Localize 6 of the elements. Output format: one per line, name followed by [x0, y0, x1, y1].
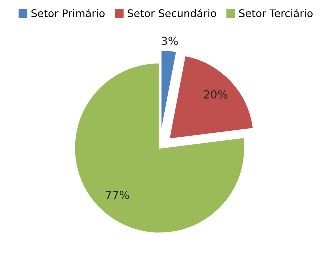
legend-label: Setor Primário — [32, 8, 105, 18]
data-label: 3% — [162, 36, 178, 46]
data-label: 20% — [204, 90, 228, 99]
data-label: 77% — [106, 190, 130, 200]
legend-label: Setor Secundário — [128, 8, 216, 18]
legend-label: Setor Terciário — [239, 8, 313, 18]
